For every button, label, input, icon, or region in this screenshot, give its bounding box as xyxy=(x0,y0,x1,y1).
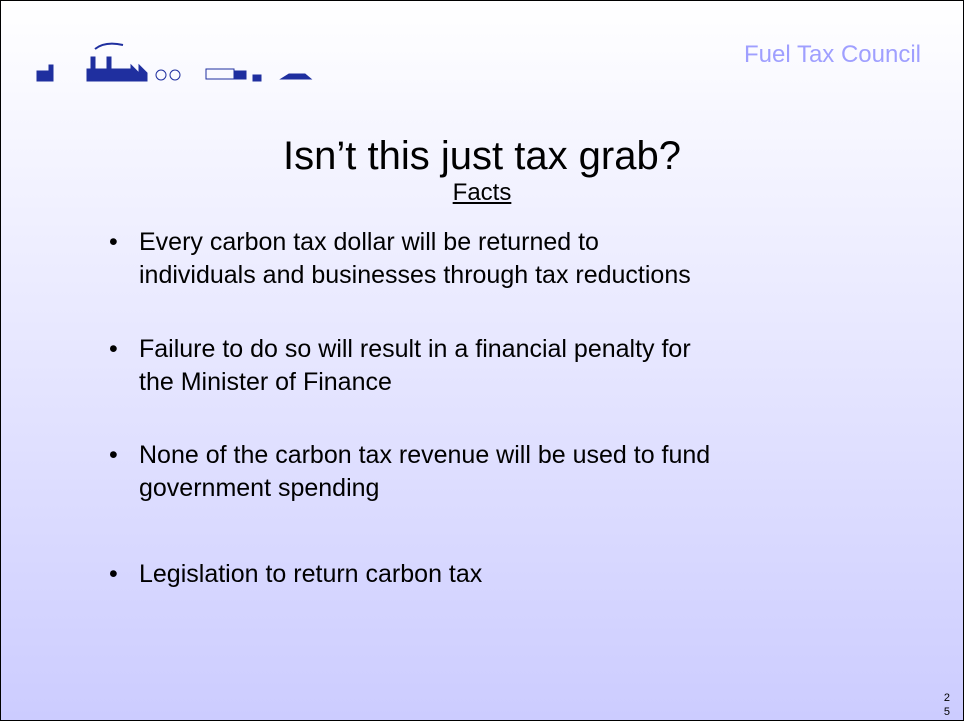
bullet-text: individuals and businesses through tax r… xyxy=(139,261,691,289)
bullet-dot: • xyxy=(109,560,118,588)
bullet-text: government spending xyxy=(139,474,380,502)
bullet-text: None of the carbon tax revenue will be u… xyxy=(139,441,711,469)
page-number-digit: 2 xyxy=(943,692,950,704)
bullet-text: Every carbon tax dollar will be returned… xyxy=(139,228,599,256)
header-icons xyxy=(36,42,313,82)
bullet: • Every carbon tax dollar will be returne… xyxy=(109,226,691,292)
bullet: • Legislation to return carbon tax xyxy=(109,558,482,591)
slide-subtitle: Facts xyxy=(452,179,512,206)
bullet-text: Legislation to return carbon tax xyxy=(139,560,483,588)
page-number-digit: 5 xyxy=(943,706,950,718)
bullet-dot: • xyxy=(109,441,118,469)
bullet-dot: • xyxy=(109,228,118,256)
bullet-text: the Minister of Finance xyxy=(139,368,392,396)
bullet: • Failure to do so will result in a finan… xyxy=(109,333,691,399)
slide-title: Isn’t this just tax grab? xyxy=(283,134,681,178)
bullet-dot: • xyxy=(109,335,118,363)
bullet-text: Failure to do so will result in a financ… xyxy=(139,335,691,363)
bullet: • None of the carbon tax revenue will be … xyxy=(109,439,710,505)
organization: Fuel Tax Council xyxy=(744,41,921,68)
